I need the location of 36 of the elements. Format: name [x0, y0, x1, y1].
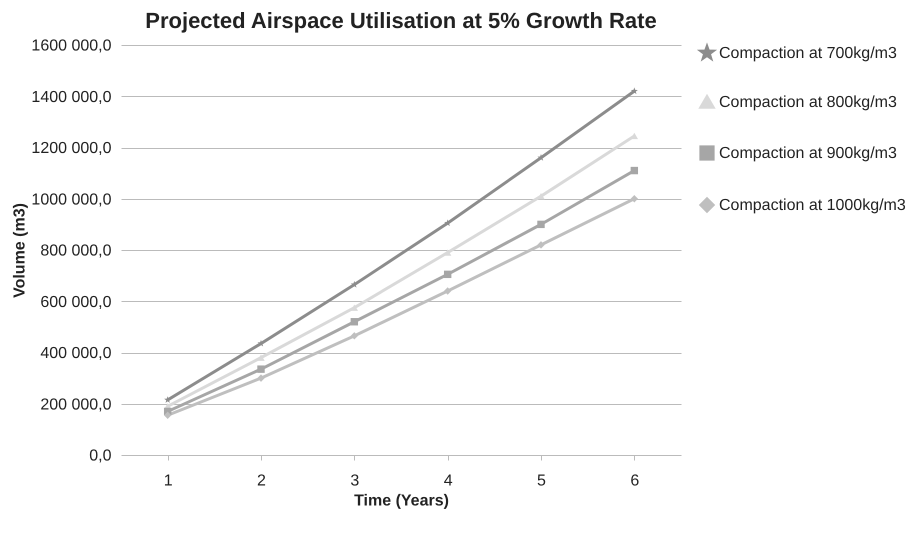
y-tick-label: 400 000,0 — [40, 345, 112, 362]
point — [164, 412, 172, 419]
point — [257, 374, 265, 382]
y-tick-label: 1200 000,0 — [31, 140, 112, 157]
y-tick-label: 800 000,0 — [40, 242, 112, 260]
point — [350, 304, 358, 311]
point — [537, 241, 545, 249]
x-tick-label: 3 — [350, 472, 360, 490]
point — [257, 365, 265, 373]
point — [350, 318, 358, 326]
legend-label: Compaction at 800kg/m3 — [719, 94, 897, 111]
point — [537, 220, 545, 228]
x-axis-title: Time (Years) — [354, 492, 449, 510]
point — [630, 195, 638, 202]
chart-title: Projected Airspace Utilisation at 5% Growth Rate — [145, 8, 657, 33]
legend-label: Compaction at 1000kg/m3 — [719, 197, 906, 214]
y-tick-label: 600 000,0 — [40, 294, 112, 311]
y-tick-label: 0,0 — [89, 448, 112, 464]
point — [444, 270, 452, 278]
y-tick-label: 1400 000,0 — [31, 88, 112, 106]
y-tick-label: 200 000,0 — [40, 396, 112, 414]
y-axis-title: Volume (m3) — [11, 203, 28, 298]
point — [630, 87, 638, 94]
x-tick-label: 6 — [630, 472, 640, 490]
point — [630, 166, 638, 174]
point — [444, 287, 452, 295]
x-tick-label: 1 — [164, 472, 173, 490]
y-tick-label: 1000 000,0 — [31, 191, 112, 208]
legend-label: Compaction at 900kg/m3 — [719, 145, 897, 162]
x-tick-label: 2 — [257, 472, 266, 490]
x-tick-label: 4 — [444, 472, 453, 490]
y-tick-label: 1600 000,0 — [31, 38, 112, 54]
point — [350, 332, 358, 340]
point — [257, 354, 265, 361]
x-tick-label: 5 — [537, 472, 546, 490]
legend-label: Compaction at 700kg/m3 — [719, 45, 897, 62]
